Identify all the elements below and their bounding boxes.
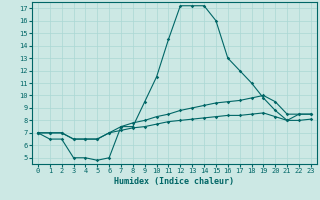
X-axis label: Humidex (Indice chaleur): Humidex (Indice chaleur) — [115, 177, 234, 186]
